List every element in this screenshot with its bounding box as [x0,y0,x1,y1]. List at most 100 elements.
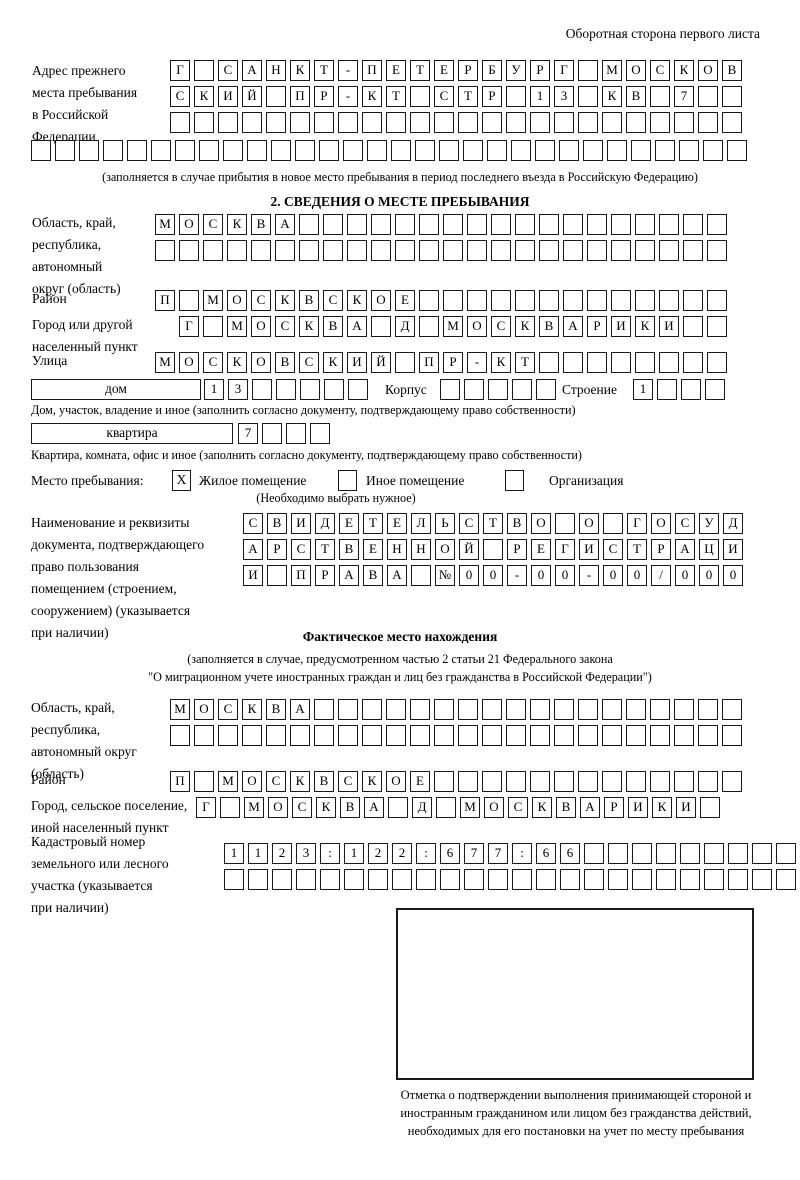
char-cell[interactable]: О [484,797,504,818]
char-cell[interactable]: К [275,290,295,311]
char-cell[interactable]: М [602,60,622,81]
char-cell[interactable]: 1 [633,379,653,400]
char-cell[interactable]: О [251,316,271,337]
char-cell[interactable] [458,112,478,133]
char-cell[interactable] [286,423,306,444]
char-cell[interactable] [79,140,99,161]
char-cell[interactable] [338,699,358,720]
char-cell[interactable]: А [243,539,263,560]
char-cell[interactable] [482,699,502,720]
char-cell[interactable] [299,240,319,261]
char-cell[interactable] [659,240,679,261]
char-cell[interactable] [194,771,214,792]
char-cell[interactable]: И [723,539,743,560]
char-cell[interactable] [602,725,622,746]
char-cell[interactable] [410,112,430,133]
char-cell[interactable]: И [659,316,679,337]
char-cell[interactable]: К [674,60,694,81]
char-cell[interactable] [698,725,718,746]
char-cell[interactable] [295,140,315,161]
char-cell[interactable] [635,352,655,373]
char-cell[interactable]: Й [459,539,479,560]
char-cell[interactable] [554,112,574,133]
char-cell[interactable] [611,214,631,235]
char-cell[interactable]: Й [371,352,391,373]
char-cell[interactable]: 0 [483,565,503,586]
char-cell[interactable] [700,797,720,818]
char-cell[interactable]: К [227,352,247,373]
char-cell[interactable] [179,240,199,261]
char-cell[interactable] [203,240,223,261]
char-cell[interactable] [491,290,511,311]
char-cell[interactable]: Е [387,513,407,534]
char-cell[interactable]: С [275,316,295,337]
char-cell[interactable] [411,565,431,586]
char-cell[interactable]: 0 [531,565,551,586]
char-cell[interactable] [578,725,598,746]
char-cell[interactable]: Д [412,797,432,818]
char-cell[interactable] [515,214,535,235]
char-cell[interactable] [563,240,583,261]
char-cell[interactable] [348,379,368,400]
char-cell[interactable]: 1 [344,843,364,864]
char-cell[interactable]: Д [315,513,335,534]
char-cell[interactable]: Е [339,513,359,534]
char-cell[interactable]: А [563,316,583,337]
char-cell[interactable] [218,725,238,746]
char-cell[interactable]: Г [627,513,647,534]
char-cell[interactable] [578,771,598,792]
char-cell[interactable] [674,699,694,720]
char-cell[interactable] [368,869,388,890]
char-cell[interactable] [275,240,295,261]
char-cell[interactable]: В [314,771,334,792]
char-cell[interactable]: Р [458,60,478,81]
char-cell[interactable] [635,290,655,311]
char-cell[interactable] [436,797,456,818]
char-cell[interactable]: В [299,290,319,311]
char-cell[interactable] [242,725,262,746]
char-cell[interactable] [443,214,463,235]
stamp-box[interactable] [396,908,754,1080]
char-cell[interactable] [416,869,436,890]
char-cell[interactable] [587,214,607,235]
char-cell[interactable]: М [460,797,480,818]
char-cell[interactable] [151,140,171,161]
char-cell[interactable]: Г [179,316,199,337]
char-cell[interactable] [458,771,478,792]
char-cell[interactable]: Е [410,771,430,792]
char-cell[interactable] [530,771,550,792]
char-cell[interactable]: Р [315,565,335,586]
char-cell[interactable] [419,214,439,235]
char-cell[interactable] [626,771,646,792]
char-cell[interactable]: И [291,513,311,534]
char-cell[interactable] [482,771,502,792]
char-cell[interactable]: Е [395,290,415,311]
char-cell[interactable] [464,869,484,890]
char-cell[interactable] [607,140,627,161]
char-cell[interactable] [655,140,675,161]
char-cell[interactable]: С [291,539,311,560]
char-cell[interactable] [419,316,439,337]
char-cell[interactable] [482,725,502,746]
char-cell[interactable]: 2 [272,843,292,864]
char-cell[interactable]: О [242,771,262,792]
flat-cells[interactable]: 7 [238,423,334,444]
char-cell[interactable] [391,140,411,161]
char-cell[interactable]: 0 [459,565,479,586]
char-cell[interactable]: В [266,699,286,720]
char-cell[interactable] [602,699,622,720]
char-cell[interactable]: 6 [560,843,580,864]
char-cell[interactable]: С [603,539,623,560]
char-cell[interactable] [103,140,123,161]
char-cell[interactable] [55,140,75,161]
char-cell[interactable] [242,112,262,133]
char-cell[interactable] [314,699,334,720]
char-cell[interactable]: 0 [675,565,695,586]
char-cell[interactable] [395,352,415,373]
char-cell[interactable] [626,725,646,746]
char-cell[interactable]: К [362,86,382,107]
char-cell[interactable] [722,725,742,746]
